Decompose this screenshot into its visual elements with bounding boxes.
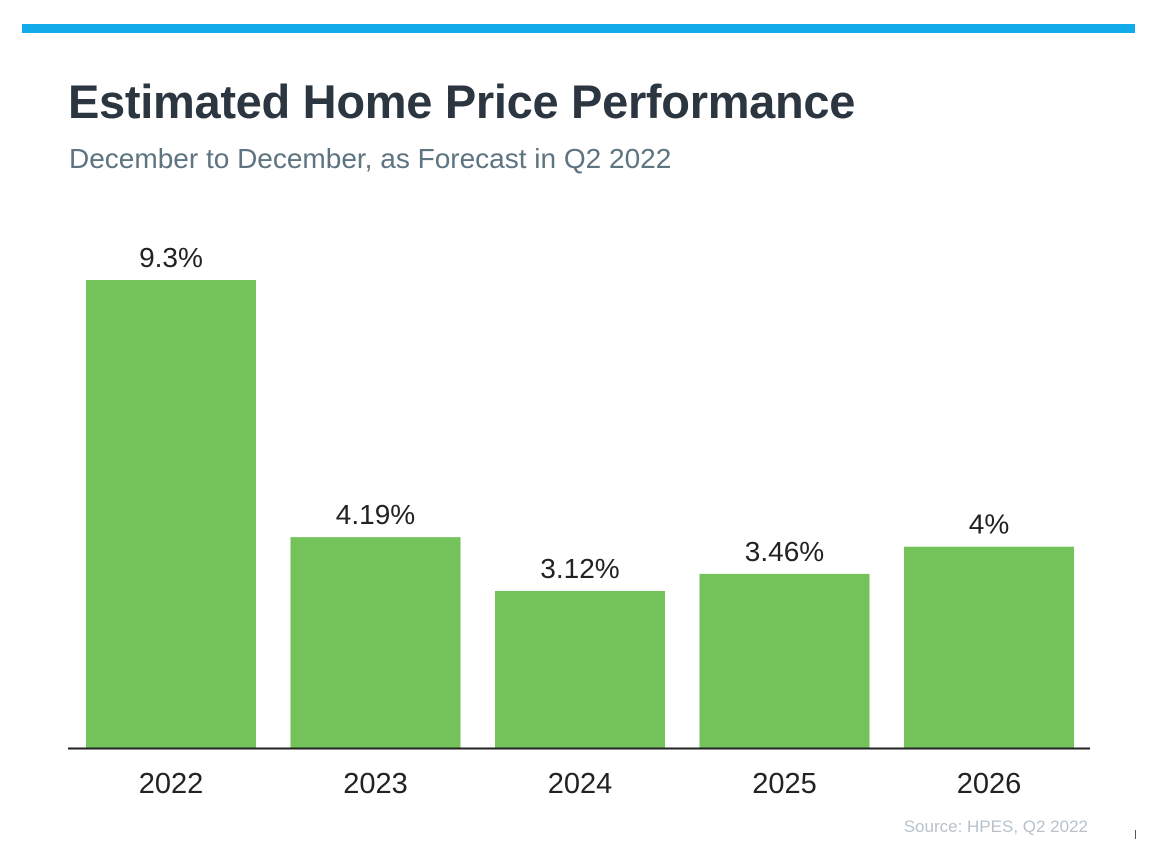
source-note: Source: HPES, Q2 2022 [903,817,1088,836]
x-tick-label-2026: 2026 [957,768,1022,800]
accent-bar [22,24,1135,33]
corner-tick [1135,830,1136,839]
data-label-2026: 4% [969,509,1009,540]
bar-2023 [290,537,461,748]
x-tick-label-2024: 2024 [548,768,613,800]
bar-2025 [699,573,870,748]
bar-2024 [495,590,665,748]
x-tick-label-2025: 2025 [752,768,817,800]
bar-2026 [904,546,1074,748]
chart-subtitle: December to December, as Forecast in Q2 … [69,143,672,174]
data-label-2025: 3.46% [745,536,824,567]
data-label-2024: 3.12% [540,553,619,584]
chart-title: Estimated Home Price Performance [68,75,856,128]
data-label-2023: 4.19% [336,499,415,530]
bar-2022 [86,280,256,748]
x-tick-label-2023: 2023 [343,768,408,800]
x-tick-label-2022: 2022 [139,768,204,800]
data-label-2022: 9.3% [139,242,203,273]
